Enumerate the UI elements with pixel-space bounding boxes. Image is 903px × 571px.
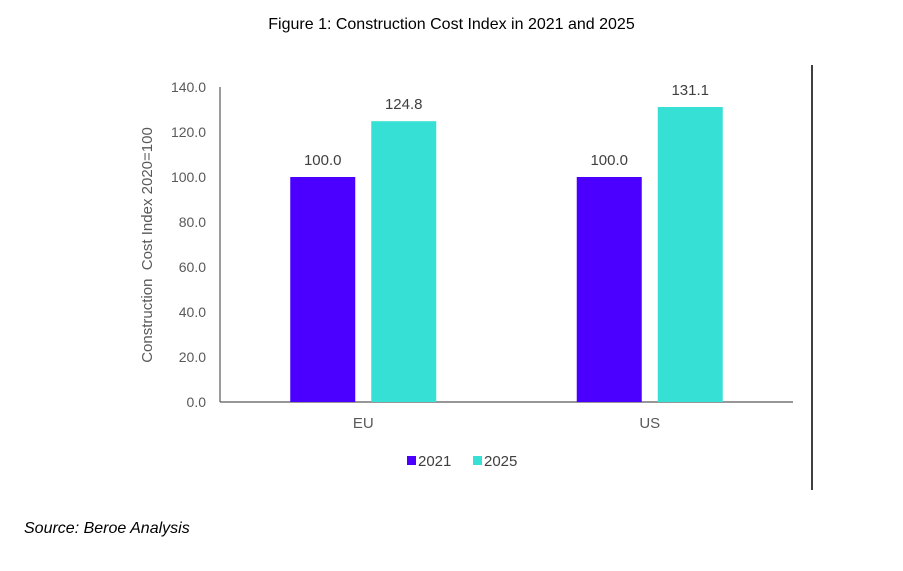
x-tick-label: US	[639, 415, 660, 432]
y-tick-label: 40.0	[179, 304, 206, 320]
source-note: Source: Beroe Analysis	[24, 520, 190, 537]
legend-label-2025: 2025	[484, 453, 517, 470]
y-tick-label: 0.0	[187, 394, 207, 410]
bar-eu-2021	[290, 177, 356, 402]
bar-us-2021	[576, 177, 642, 402]
chart-title: Figure 1: Construction Cost Index in 202…	[268, 16, 635, 33]
data-label: 100.0	[304, 152, 342, 169]
y-tick-label: 60.0	[179, 259, 206, 275]
data-label: 100.0	[590, 152, 628, 169]
y-tick-label: 100.0	[171, 169, 206, 185]
y-tick-label: 80.0	[179, 214, 206, 230]
bar-us-2025	[657, 107, 723, 403]
data-label: 124.8	[385, 96, 423, 113]
legend-label-2021: 2021	[418, 453, 451, 470]
legend-swatch-2021	[407, 456, 416, 465]
y-axis-label: Construction Cost Index 2020=100	[139, 127, 156, 363]
data-label: 131.1	[671, 82, 709, 99]
y-tick-label: 140.0	[171, 79, 206, 95]
x-tick-label: EU	[353, 415, 374, 432]
y-tick-label: 120.0	[171, 124, 206, 140]
bar-eu-2025	[371, 121, 437, 402]
legend-swatch-2025	[473, 456, 482, 465]
y-tick-label: 20.0	[179, 349, 206, 365]
